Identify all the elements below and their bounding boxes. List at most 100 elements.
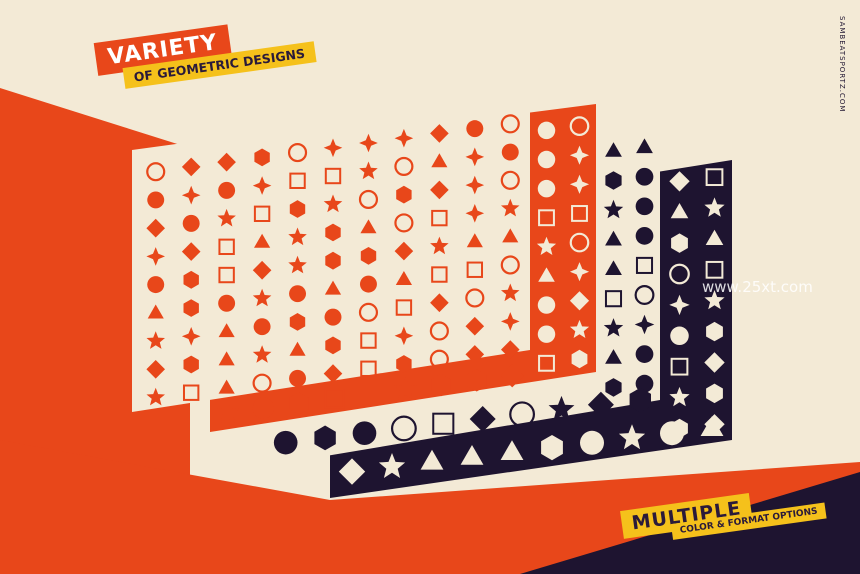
geometric-triangle-icon xyxy=(636,138,653,154)
geometric-square-icon xyxy=(635,256,654,274)
geometric-square-icon xyxy=(466,261,484,278)
geometric-hexagon-icon xyxy=(183,355,199,374)
geometric-circle-icon xyxy=(537,179,556,198)
geometric-hexagon-icon xyxy=(360,247,377,265)
geometric-diamond-icon xyxy=(430,124,449,143)
geometric-rings-icon xyxy=(394,156,414,177)
geometric-circle-icon xyxy=(252,397,274,419)
geometric-square-icon xyxy=(538,209,555,227)
geometric-star-icon xyxy=(146,387,165,406)
geometric-rings-icon xyxy=(429,349,449,369)
geometric-cross-icon xyxy=(465,204,485,223)
geometric-rings-icon xyxy=(429,321,449,341)
geometric-diamond-icon xyxy=(338,458,366,485)
geometric-star-icon xyxy=(217,208,236,227)
geometric-circle-icon xyxy=(537,150,556,169)
geometric-circle-icon xyxy=(289,369,307,387)
geometric-rings-icon xyxy=(252,373,272,393)
geometric-square-icon xyxy=(705,168,724,187)
geometric-diamond-icon xyxy=(181,157,201,177)
geometric-cross-icon xyxy=(569,174,590,194)
geometric-circle-icon xyxy=(147,191,165,209)
geometric-hexagon-icon xyxy=(289,313,306,331)
geometric-circle-icon xyxy=(273,430,298,455)
geometric-cross-icon xyxy=(569,145,590,165)
geometric-cross-icon xyxy=(252,176,272,195)
geometric-square-icon xyxy=(182,384,200,401)
geometric-hexagon-icon xyxy=(396,355,412,373)
geometric-hexagon-icon xyxy=(706,383,723,404)
geometric-hexagon-icon xyxy=(396,185,412,204)
geometric-triangle-icon xyxy=(700,416,724,436)
geometric-hexagon-icon xyxy=(571,349,588,369)
geometric-star-icon xyxy=(536,236,557,255)
geometric-star-icon xyxy=(323,194,343,213)
geometric-star-icon xyxy=(288,255,307,274)
geometric-star-icon xyxy=(288,227,307,246)
geometric-diamond-icon xyxy=(394,241,414,261)
geometric-triangle-icon xyxy=(360,219,377,234)
geometric-star-icon xyxy=(569,319,590,338)
geometric-hexagon-icon xyxy=(605,171,622,190)
geometric-triangle-icon xyxy=(460,445,484,465)
geometric-circle-icon xyxy=(537,296,556,314)
geometric-triangle-icon xyxy=(705,229,724,245)
geometric-circle-icon xyxy=(537,121,556,140)
geometric-star-icon xyxy=(669,386,690,407)
geometric-star-icon xyxy=(603,318,624,337)
geometric-circle-icon xyxy=(218,181,236,199)
geometric-diamond-icon xyxy=(465,345,485,364)
geometric-triangle-icon xyxy=(670,203,689,219)
geometric-rings-icon xyxy=(465,288,485,308)
geometric-cross-icon xyxy=(394,326,414,346)
geometric-triangle-icon xyxy=(324,280,342,295)
geometric-circle-icon xyxy=(660,421,684,446)
icon-grid-orange xyxy=(216,116,590,423)
geometric-diamond-icon xyxy=(181,242,201,261)
geometric-hexagon-icon xyxy=(289,392,309,415)
geometric-rings-icon xyxy=(669,263,690,285)
geometric-circle-icon xyxy=(324,308,342,326)
geometric-rings-icon xyxy=(509,401,536,428)
geometric-star-icon xyxy=(252,288,272,307)
geometric-diamond-icon xyxy=(569,291,590,311)
geometric-rings-icon xyxy=(390,415,417,442)
geometric-cross-icon xyxy=(569,262,590,282)
geometric-diamond-icon xyxy=(217,152,236,172)
geometric-circle-icon xyxy=(182,214,200,232)
geometric-circle-icon xyxy=(466,120,484,138)
icon-grid-dark xyxy=(338,168,725,485)
geometric-rings-icon xyxy=(394,213,414,233)
geometric-rings-icon xyxy=(500,114,520,134)
geometric-square-icon xyxy=(253,205,271,222)
watermark: www.25xt.com xyxy=(702,278,813,296)
geometric-circle-icon xyxy=(670,326,689,346)
geometric-triangle-icon xyxy=(466,233,483,248)
geometric-circle-icon xyxy=(289,285,307,303)
geometric-diamond-icon xyxy=(430,180,449,200)
geometric-square-icon xyxy=(705,260,724,279)
geometric-triangle-icon xyxy=(218,351,235,366)
geometric-circle-icon xyxy=(501,143,519,161)
geometric-star-icon xyxy=(603,199,624,219)
geometric-diamond-icon xyxy=(430,293,449,313)
geometric-circle-icon xyxy=(635,167,654,186)
geometric-triangle-icon xyxy=(147,304,164,319)
geometric-cross-icon xyxy=(465,175,485,195)
geometric-cross-icon xyxy=(465,147,485,167)
geometric-star-icon xyxy=(548,395,575,421)
geometric-star-icon xyxy=(378,453,406,478)
geometric-rings-icon xyxy=(358,302,379,322)
geometric-diamond-icon xyxy=(501,340,520,359)
geometric-star-icon xyxy=(216,400,240,423)
geometric-square-icon xyxy=(431,209,448,227)
geometric-hexagon-icon xyxy=(706,321,723,342)
geometric-triangle-icon xyxy=(218,379,235,394)
geometric-cross-icon xyxy=(181,185,201,205)
geometric-diamond-icon xyxy=(323,364,343,383)
geometric-star-icon xyxy=(359,161,378,180)
geometric-triangle-icon xyxy=(605,142,622,157)
icon-grid-front xyxy=(146,114,520,406)
geometric-hexagon-icon xyxy=(183,299,199,317)
geometric-square-icon xyxy=(604,290,623,308)
